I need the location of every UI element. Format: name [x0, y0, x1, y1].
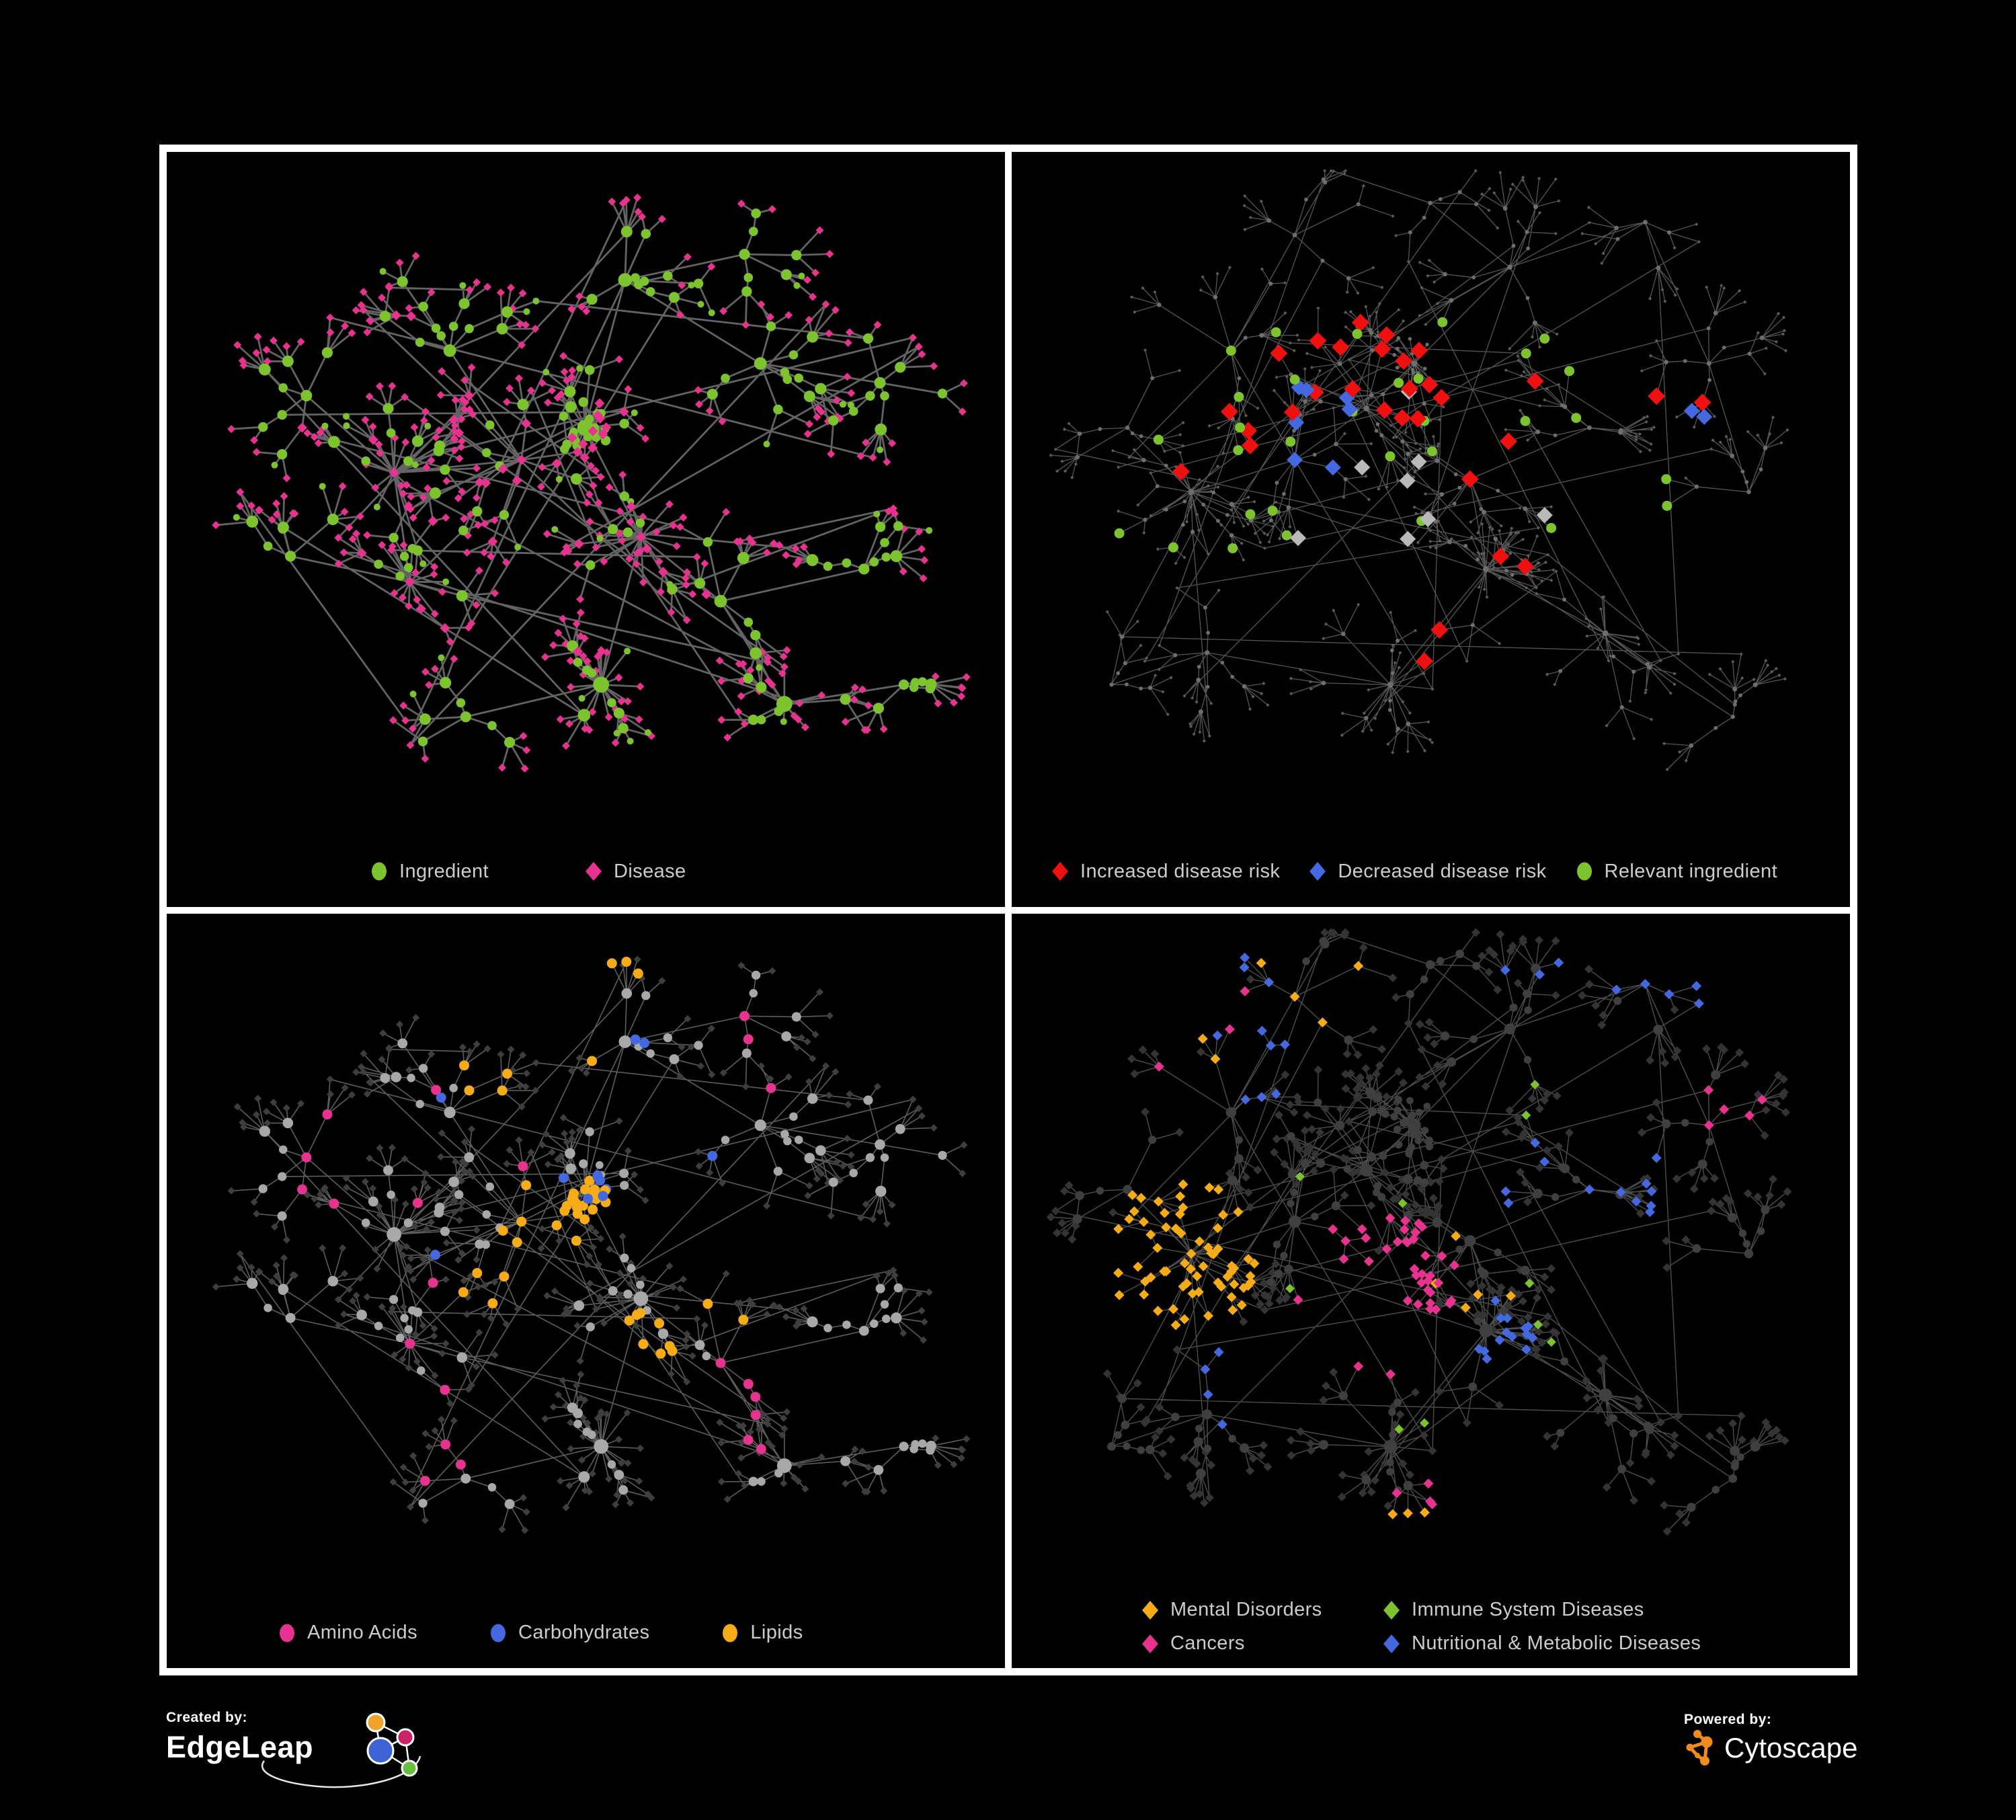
ingredient-circle-icon [370, 861, 389, 882]
edgeleap-logo [261, 1712, 421, 1788]
immune-diseases-diamond-icon [1382, 1599, 1401, 1621]
legend-item: Relevant ingredient [1575, 861, 1777, 883]
legend-label: Disease [614, 860, 686, 882]
edgeleap-node-magenta [396, 1728, 415, 1747]
legend-item: Amino Acids [278, 1622, 417, 1644]
legend-disease-risk: Increased disease risk Decreased disease… [1051, 861, 1777, 883]
legend-item: Disease [584, 861, 686, 883]
panel-nutrient-classes: Amino Acids Carbohydrates Lipids [163, 910, 1008, 1671]
cytoscape-node [1700, 1756, 1709, 1766]
legend-label: Amino Acids [307, 1622, 417, 1643]
cytoscape-logo [1686, 1730, 1713, 1766]
carbohydrates-circle-icon [489, 1622, 508, 1644]
lipids-circle-icon [721, 1622, 739, 1644]
decreased-risk-diamond-icon [1308, 861, 1327, 882]
amino-acids-circle-icon [278, 1622, 296, 1644]
cytoscape-node [1695, 1753, 1700, 1758]
legend-label: Carbohydrates [518, 1622, 650, 1643]
legend-item: Immune System Diseases [1382, 1599, 1701, 1621]
legend-label: Nutritional & Metabolic Diseases [1412, 1632, 1701, 1654]
powered-by-label: Powered by: [1684, 1712, 1772, 1727]
legend-label: Relevant ingredient [1604, 860, 1778, 882]
mental-disorders-diamond-icon [1141, 1599, 1160, 1621]
network-canvas-disease-categories [1046, 928, 1792, 1536]
legend-label: Decreased disease risk [1338, 860, 1547, 882]
cytoscape-node [1701, 1736, 1713, 1748]
network-canvas-ingredient-disease [212, 194, 971, 773]
cytoscape-logo-edges [1689, 1733, 1709, 1763]
legend-label: Mental Disorders [1170, 1599, 1322, 1620]
legend-item: Ingredient [370, 861, 489, 883]
edgeleap-logo-edges [374, 1721, 411, 1770]
legend-label: Lipids [750, 1622, 803, 1643]
legend-label: Immune System Diseases [1412, 1599, 1644, 1620]
legend-item: Nutritional & Metabolic Diseases [1382, 1632, 1701, 1655]
legend-item: Increased disease risk [1051, 861, 1280, 883]
legend-disease-categories: Mental Disorders Immune System Diseases … [1141, 1599, 1701, 1655]
legend-item: Carbohydrates [489, 1622, 649, 1644]
legend-label: Increased disease risk [1080, 860, 1281, 882]
cytoscape-node [1686, 1743, 1694, 1751]
legend-label: Ingredient [399, 860, 489, 882]
panel-disease-categories: Mental Disorders Immune System Diseases … [1008, 910, 1853, 1671]
relevant-ingredient-circle-icon [1575, 861, 1594, 882]
network-canvas-nutrient-classes [212, 955, 971, 1534]
edgeleap-node-orange [366, 1712, 386, 1733]
powered-by-branding: Powered by: Cytoscape [1684, 1712, 1859, 1786]
legend-item: Cancers [1141, 1632, 1382, 1655]
cancers-diamond-icon [1141, 1633, 1160, 1655]
legend-item: Mental Disorders [1141, 1599, 1382, 1621]
legend-label: Cancers [1170, 1632, 1245, 1654]
legend-item: Lipids [721, 1622, 803, 1644]
network-canvas-disease-risk [1049, 169, 1789, 772]
cytoscape-wordmark: Cytoscape [1724, 1732, 1858, 1764]
created-by-label: Created by: [166, 1710, 248, 1725]
panel-grid: Ingredient Disease Increased disease ris… [159, 145, 1857, 1675]
panel-disease-risk: Increased disease risk Decreased disease… [1008, 149, 1853, 910]
created-by-branding: Created by: EdgeLeap [166, 1710, 421, 1797]
edgeleap-node-green [401, 1759, 418, 1777]
legend-item: Decreased disease risk [1308, 861, 1546, 883]
legend-nutrient-classes: Amino Acids Carbohydrates Lipids [278, 1622, 803, 1644]
edgeleap-node-blue [366, 1737, 395, 1765]
legend-ingredient-disease: Ingredient Disease [370, 861, 686, 883]
panel-ingredient-disease: Ingredient Disease [163, 149, 1008, 910]
increased-risk-diamond-icon [1051, 861, 1070, 882]
edgeleap-wordmark: EdgeLeap [166, 1730, 314, 1764]
disease-diamond-icon [584, 861, 603, 882]
cytoscape-node [1693, 1730, 1701, 1738]
nutritional-diseases-diamond-icon [1382, 1633, 1401, 1655]
